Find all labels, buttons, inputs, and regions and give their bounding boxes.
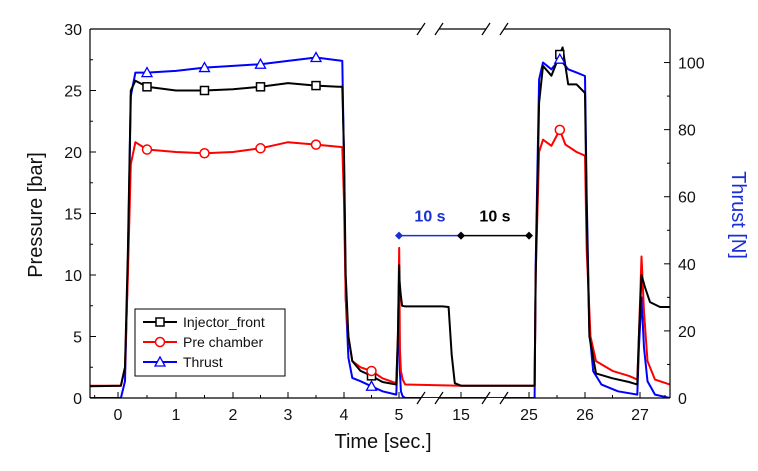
annotation-start-0 <box>395 231 403 240</box>
y-right-tick-label-2: 40 <box>678 257 696 274</box>
series-line-injector-front <box>90 46 670 388</box>
annotation-label-0: 10 s <box>414 209 445 226</box>
marker-pre-chamber-1 <box>199 147 210 159</box>
legend-swatch-marker-2 <box>153 355 167 367</box>
break-mark-0-0-b <box>434 22 444 36</box>
annotation-start-1 <box>457 231 465 240</box>
y-left-tick-label-6: 30 <box>64 22 82 39</box>
marker-thrust-4 <box>365 379 378 391</box>
y-left-tick-label-1: 5 <box>73 330 82 347</box>
x-tick-label-4: 4 <box>340 407 349 424</box>
x-tick-label-6: 15 <box>452 407 470 424</box>
legend: Injector_front Pre chamber Thrust <box>134 308 286 377</box>
marker-pre-chamber-0 <box>141 144 153 155</box>
marker-pre-chamber-4 <box>366 365 377 377</box>
marker-injector-front-2 <box>255 82 266 92</box>
marker-pre-chamber-2 <box>255 143 266 154</box>
break-mark-1-1-a <box>481 391 491 405</box>
break-mark-0-0-a <box>416 22 426 36</box>
marker-thrust-1 <box>198 61 211 73</box>
marker-pre-chamber-5 <box>554 124 566 136</box>
y-axis-right-title: Thrust [N] <box>727 171 749 259</box>
marker-injector-front-0 <box>142 82 152 92</box>
x-tick-label-0: 0 <box>114 407 123 424</box>
x-tick-label-3: 3 <box>284 407 293 424</box>
x-tick-label-2: 2 <box>229 407 238 424</box>
break-mark-1-0-a <box>481 22 491 36</box>
marker-thrust-5 <box>553 52 566 64</box>
y-right-tick-label-5: 100 <box>678 56 705 73</box>
y-right-tick-label-4: 80 <box>678 123 696 140</box>
annotation-label-1: 10 s <box>479 209 510 226</box>
y-right-tick-label-0: 0 <box>678 391 687 408</box>
marker-injector-front-1 <box>199 85 210 96</box>
y-left-tick-label-2: 10 <box>64 268 82 285</box>
marker-thrust-2 <box>254 57 267 69</box>
legend-swatch-marker-0 <box>155 317 165 327</box>
x-tick-label-9: 27 <box>631 407 649 424</box>
legend-label-2: Thrust <box>183 354 223 370</box>
marker-thrust-0 <box>140 66 154 78</box>
y-left-tick-label-5: 25 <box>64 84 82 101</box>
marker-pre-chamber-3 <box>310 139 322 150</box>
legend-swatch-marker-1 <box>154 336 166 348</box>
annotation-layer: 10 s 10 s <box>395 209 533 240</box>
x-tick-label-8: 26 <box>576 407 594 424</box>
x-axis-title: Time [sec.] <box>334 431 431 453</box>
x-tick-label-5: 5 <box>395 407 404 424</box>
ticks-layer: 0 5 10 15 20 25 30 0 20 40 60 80 100 0 1 2 3 4 5 15 25 26 27 <box>64 22 705 424</box>
y-left-tick-label-4: 20 <box>64 145 82 162</box>
y-left-tick-label-0: 0 <box>73 391 82 408</box>
x-tick-label-1: 1 <box>172 407 181 424</box>
marker-injector-front-3 <box>311 80 321 91</box>
break-mark-0-1-a <box>416 391 426 405</box>
annotation-end-1 <box>525 231 533 240</box>
y-axis-left-title: Pressure [bar] <box>25 152 47 278</box>
y-right-tick-label-3: 60 <box>678 190 696 207</box>
marker-thrust-3 <box>309 51 323 63</box>
break-mark-0-1-b <box>434 391 444 405</box>
x-tick-label-7: 25 <box>520 407 538 424</box>
series-layer <box>90 46 670 398</box>
series-line-thrust <box>90 56 670 398</box>
series-line-pre-chamber <box>90 128 670 387</box>
y-left-tick-label-3: 15 <box>64 207 82 224</box>
y-right-tick-label-1: 20 <box>678 324 696 341</box>
break-mark-1-0-b <box>499 22 509 36</box>
legend-label-1: Pre chamber <box>183 334 263 350</box>
break-mark-1-1-b <box>499 391 509 405</box>
legend-label-0: Injector_front <box>183 314 265 330</box>
